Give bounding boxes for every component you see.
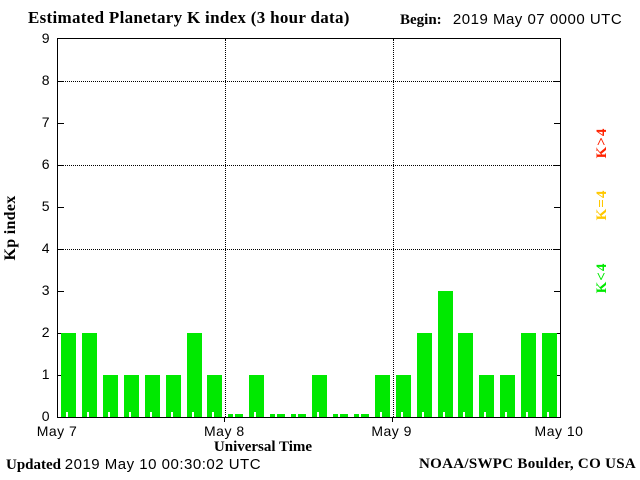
axis-minor-tick bbox=[421, 412, 424, 417]
y-tick bbox=[554, 165, 560, 166]
axis-minor-tick bbox=[128, 412, 131, 417]
y-tick bbox=[58, 165, 64, 166]
axis-minor-tick bbox=[149, 412, 152, 417]
kp-bar bbox=[144, 375, 160, 417]
y-tick-label-2: 2 bbox=[41, 324, 50, 340]
gridline-y-4 bbox=[58, 249, 560, 250]
kp-bar bbox=[165, 375, 181, 417]
axis-minor-tick bbox=[442, 412, 445, 417]
kp-bar bbox=[228, 412, 244, 417]
axis-minor-tick bbox=[66, 412, 68, 417]
y-tick bbox=[58, 291, 64, 292]
y-tick bbox=[554, 207, 560, 208]
axis-minor-tick bbox=[526, 412, 529, 417]
y-tick-label-8: 8 bbox=[41, 72, 50, 88]
axis-minor-tick bbox=[254, 412, 257, 417]
gridline-y-6 bbox=[58, 165, 560, 166]
kp-bar bbox=[521, 333, 537, 417]
legend-k4: K>4 bbox=[594, 127, 610, 159]
kp-bar bbox=[437, 291, 453, 417]
legend-k4: K<4 bbox=[594, 262, 610, 294]
x-tick-label-may-9: May 9 bbox=[371, 423, 412, 439]
kp-bar bbox=[395, 375, 411, 417]
kp-bar bbox=[102, 375, 118, 417]
kp-bar bbox=[458, 333, 474, 417]
y-tick-label-7: 7 bbox=[41, 114, 50, 130]
axis-minor-tick bbox=[379, 412, 382, 417]
y-tick-label-1: 1 bbox=[41, 366, 50, 382]
y-tick-label-3: 3 bbox=[41, 282, 50, 298]
axis-minor-tick bbox=[86, 412, 89, 417]
x-axis-title: Universal Time bbox=[213, 439, 313, 455]
x-tick-label-may-10: May 10 bbox=[534, 423, 584, 439]
y-tick bbox=[554, 291, 560, 292]
y-tick-label-6: 6 bbox=[41, 156, 50, 172]
axis-minor-tick bbox=[170, 412, 173, 417]
gridline-y-8 bbox=[58, 81, 560, 82]
axis-minor-tick bbox=[275, 412, 278, 417]
legend-k4: K=4 bbox=[594, 189, 610, 221]
kp-bar bbox=[479, 375, 495, 417]
x-day-tick bbox=[391, 417, 393, 422]
kp-bar bbox=[186, 333, 202, 417]
axis-minor-tick bbox=[212, 412, 215, 417]
axis-minor-tick bbox=[400, 412, 403, 417]
kp-bar bbox=[207, 375, 223, 417]
y-tick-label-5: 5 bbox=[41, 198, 50, 214]
chart-title: Estimated Planetary K index (3 hour data… bbox=[28, 8, 350, 27]
updated-label: Updated bbox=[6, 457, 62, 473]
y-tick bbox=[554, 123, 560, 124]
axis-minor-tick bbox=[484, 412, 487, 417]
axis-minor-tick bbox=[296, 412, 299, 417]
y-axis-title: Kp index bbox=[2, 195, 19, 261]
kp-bar bbox=[81, 333, 97, 417]
x-tick-label-may-7: May 7 bbox=[36, 423, 78, 439]
kp-bar bbox=[291, 412, 307, 417]
kp-bar bbox=[353, 412, 369, 417]
y-tick bbox=[58, 207, 64, 208]
y-tick-label-0: 0 bbox=[41, 408, 50, 424]
axis-minor-tick bbox=[191, 412, 194, 417]
y-tick bbox=[554, 249, 560, 250]
begin-value: 2019 May 07 0000 UTC bbox=[452, 11, 623, 28]
y-tick bbox=[58, 249, 64, 250]
y-tick bbox=[58, 123, 64, 124]
x-day-tick bbox=[224, 417, 226, 422]
updated-value: 2019 May 10 00:30:02 UTC bbox=[64, 456, 262, 473]
kp-bar bbox=[332, 412, 348, 417]
kp-bar bbox=[542, 333, 558, 417]
kp-bar bbox=[312, 375, 327, 417]
kp-bar bbox=[123, 375, 139, 417]
axis-minor-tick bbox=[547, 412, 550, 417]
axis-minor-tick bbox=[463, 412, 466, 417]
axis-minor-tick bbox=[505, 412, 508, 417]
kp-bar bbox=[249, 375, 265, 417]
y-tick-label-4: 4 bbox=[41, 240, 50, 256]
axis-minor-tick bbox=[107, 412, 110, 417]
axis-minor-tick bbox=[233, 412, 236, 417]
plot-area bbox=[57, 38, 561, 418]
kp-bar bbox=[500, 375, 516, 417]
source-attribution: NOAA/SWPC Boulder, CO USA bbox=[419, 456, 636, 472]
axis-minor-tick bbox=[358, 412, 361, 417]
axis-minor-tick bbox=[337, 412, 340, 417]
kp-bar bbox=[374, 375, 390, 417]
axis-minor-tick bbox=[317, 412, 319, 417]
gridline-x-day-2 bbox=[392, 39, 394, 417]
gridline-x-day-1 bbox=[225, 39, 227, 417]
begin-time: Begin: 2019 May 07 0000 UTC bbox=[400, 11, 622, 29]
kp-bar bbox=[61, 333, 76, 417]
y-tick bbox=[554, 81, 560, 82]
y-tick-label-9: 9 bbox=[41, 30, 50, 46]
begin-label: Begin: bbox=[400, 12, 442, 28]
kp-bar bbox=[416, 333, 432, 417]
y-tick bbox=[58, 81, 64, 82]
x-tick-label-may-8: May 8 bbox=[204, 423, 245, 439]
updated-timestamp: Updated 2019 May 10 00:30:02 UTC bbox=[6, 456, 261, 474]
kp-bar bbox=[270, 412, 286, 417]
